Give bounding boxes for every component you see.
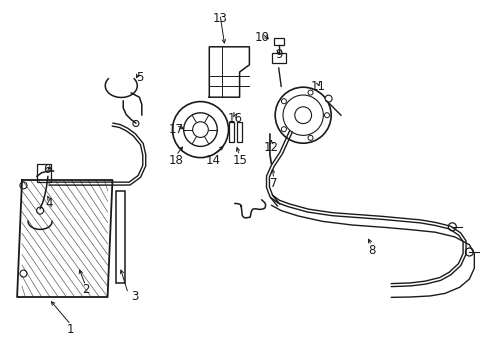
Bar <box>273 38 283 45</box>
Circle shape <box>283 95 323 135</box>
Text: 16: 16 <box>227 112 242 125</box>
Circle shape <box>172 102 228 158</box>
Circle shape <box>465 248 472 256</box>
Bar <box>271 53 285 63</box>
Text: 12: 12 <box>264 141 278 154</box>
Text: 18: 18 <box>168 154 183 167</box>
Text: 11: 11 <box>310 80 325 93</box>
Bar <box>237 122 242 142</box>
Text: 8: 8 <box>367 244 375 257</box>
Circle shape <box>37 207 43 214</box>
Circle shape <box>307 135 312 140</box>
Circle shape <box>192 122 208 138</box>
Circle shape <box>183 113 217 147</box>
Text: 9: 9 <box>274 48 282 60</box>
Text: 1: 1 <box>67 323 75 336</box>
Bar <box>37 164 51 182</box>
Circle shape <box>275 87 330 143</box>
Circle shape <box>281 99 286 104</box>
Circle shape <box>20 270 27 277</box>
Circle shape <box>133 121 139 126</box>
Text: 6: 6 <box>42 163 50 176</box>
Text: 4: 4 <box>45 197 53 210</box>
Circle shape <box>307 90 312 95</box>
Bar <box>228 122 233 142</box>
Text: 13: 13 <box>212 12 227 24</box>
Text: 14: 14 <box>205 154 220 167</box>
Text: 17: 17 <box>168 123 183 136</box>
Circle shape <box>324 113 329 118</box>
Text: 7: 7 <box>269 177 277 190</box>
Text: 2: 2 <box>81 283 89 296</box>
Circle shape <box>294 107 311 123</box>
Circle shape <box>325 95 331 102</box>
Text: 5: 5 <box>135 71 143 84</box>
Circle shape <box>20 182 27 189</box>
Bar <box>116 191 124 283</box>
Text: 10: 10 <box>254 31 268 44</box>
Circle shape <box>447 223 455 231</box>
Text: 15: 15 <box>232 154 246 167</box>
Circle shape <box>281 127 286 132</box>
Text: 3: 3 <box>130 291 138 303</box>
